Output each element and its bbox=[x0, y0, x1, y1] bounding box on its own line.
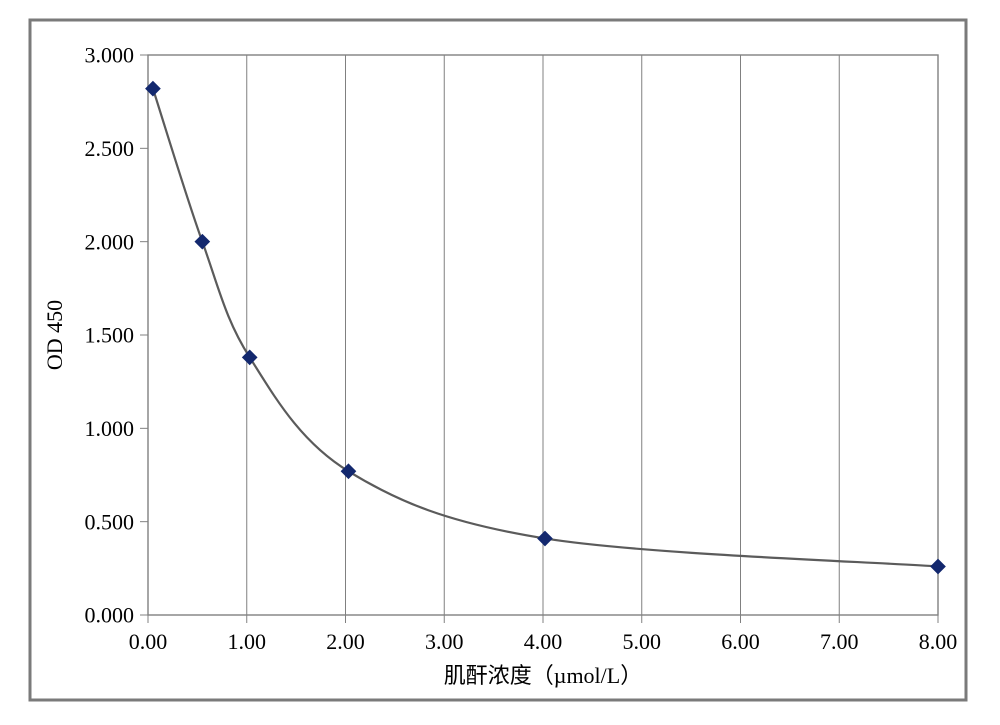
x-axis-label: 肌酐浓度（µmol/L） bbox=[444, 663, 642, 688]
y-axis-label: OD 450 bbox=[42, 300, 67, 370]
x-tick-label: 0.00 bbox=[129, 629, 168, 654]
x-tick-label: 1.00 bbox=[228, 629, 267, 654]
x-tick-label: 3.00 bbox=[425, 629, 464, 654]
y-tick-label: 1.500 bbox=[85, 323, 135, 348]
chart-root: 0.00 1.00 2.00 3.00 4.00 5.00 6.00 7.00 8.00 0.00… bbox=[0, 0, 1000, 725]
x-tick-label: 5.00 bbox=[623, 629, 662, 654]
x-tick-label: 2.00 bbox=[326, 629, 365, 654]
x-tick-label: 6.00 bbox=[721, 629, 760, 654]
y-tick-label: 0.500 bbox=[85, 509, 135, 534]
x-tick-label: 4.00 bbox=[524, 629, 563, 654]
x-tick-label: 7.00 bbox=[820, 629, 859, 654]
x-tick-label: 8.00 bbox=[919, 629, 958, 654]
y-tick-label: 2.500 bbox=[85, 136, 135, 161]
y-tick-label: 1.000 bbox=[85, 416, 135, 441]
y-tick-label: 3.000 bbox=[85, 43, 135, 68]
y-tick-label: 2.000 bbox=[85, 229, 135, 254]
y-tick-label: 0.000 bbox=[85, 603, 135, 628]
